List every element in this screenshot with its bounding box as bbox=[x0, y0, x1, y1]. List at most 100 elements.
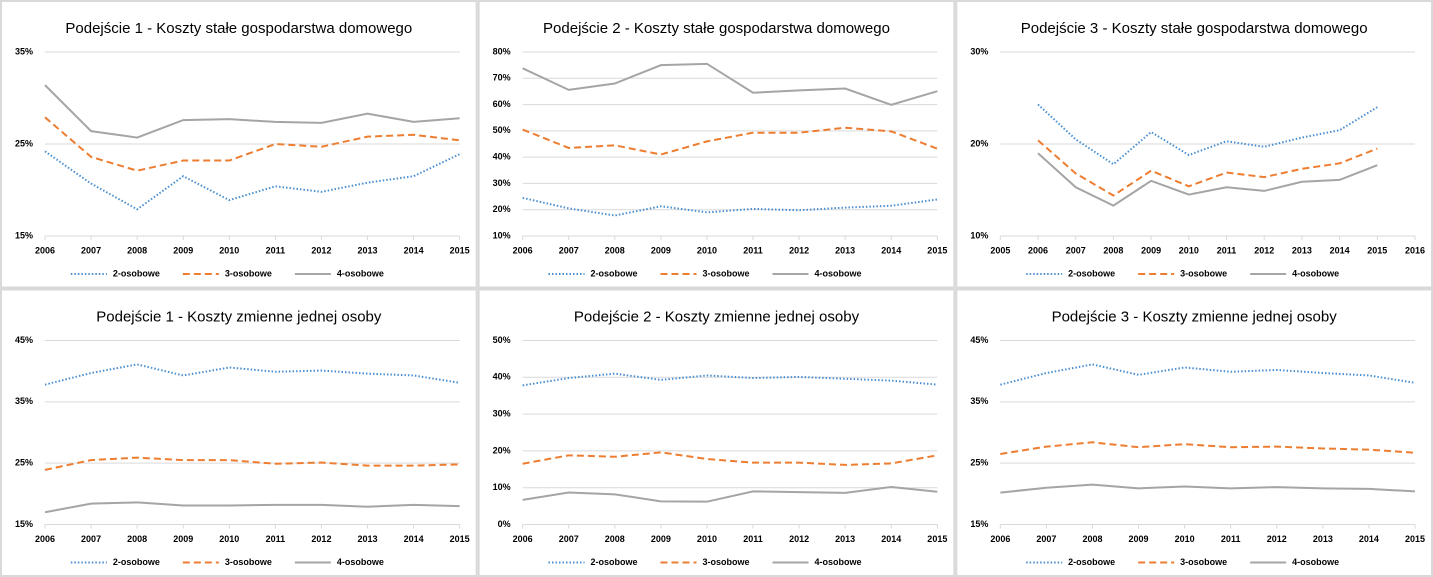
data-line bbox=[522, 196, 938, 217]
panel-border bbox=[0, 288, 478, 577]
x-tick-label: 2006 bbox=[35, 534, 55, 544]
chart-title: Podejście 1 - Koszty zmienne jednej osob… bbox=[96, 308, 382, 325]
data-line bbox=[1037, 139, 1378, 197]
data-line bbox=[522, 126, 938, 156]
legend-label: 4-osobowe bbox=[337, 557, 384, 567]
legend-label: 3-osobowe bbox=[1180, 557, 1227, 567]
x-tick-label: 2009 bbox=[651, 245, 671, 255]
y-tick-label: 0% bbox=[498, 519, 511, 529]
y-tick-label: 15% bbox=[970, 519, 988, 529]
legend-label: 2-osobowe bbox=[1068, 557, 1115, 567]
legend-label: 4-osobowe bbox=[815, 268, 862, 278]
data-line bbox=[44, 456, 460, 471]
data-line bbox=[1000, 483, 1416, 494]
x-tick-label: 2009 bbox=[1141, 245, 1161, 255]
x-tick-label: 2008 bbox=[1103, 245, 1123, 255]
x-tick-label: 2006 bbox=[1028, 245, 1048, 255]
x-tick-label: 2010 bbox=[219, 245, 239, 255]
x-tick-label: 2007 bbox=[559, 245, 579, 255]
data-line bbox=[522, 62, 938, 106]
data-line bbox=[1037, 103, 1378, 166]
data-line bbox=[522, 451, 938, 466]
legend-label: 3-osobowe bbox=[703, 268, 750, 278]
y-tick-label: 20% bbox=[970, 138, 988, 148]
y-tick-label: 10% bbox=[493, 482, 511, 492]
legend-label: 2-osobowe bbox=[1068, 268, 1115, 278]
legend-label: 4-osobowe bbox=[815, 557, 862, 567]
x-tick-label: 2013 bbox=[835, 245, 855, 255]
x-tick-label: 2009 bbox=[651, 534, 671, 544]
y-tick-label: 15% bbox=[15, 230, 33, 240]
y-tick-label: 35% bbox=[970, 396, 988, 406]
y-tick-label: 60% bbox=[493, 99, 511, 109]
chart-panel: Podejście 3 - Koszty stałe gospodarstwa … bbox=[955, 0, 1433, 289]
legend-label: 3-osobowe bbox=[225, 268, 272, 278]
x-tick-label: 2014 bbox=[404, 245, 424, 255]
x-tick-label: 2011 bbox=[743, 534, 763, 544]
x-tick-label: 2006 bbox=[513, 245, 533, 255]
x-tick-label: 2015 bbox=[1367, 245, 1387, 255]
y-tick-label: 25% bbox=[15, 458, 33, 468]
data-line bbox=[1000, 363, 1416, 386]
legend-label: 2-osobowe bbox=[113, 268, 160, 278]
x-tick-label: 2011 bbox=[266, 534, 286, 544]
x-tick-label: 2006 bbox=[513, 534, 533, 544]
x-tick-label: 2009 bbox=[1129, 534, 1149, 544]
x-tick-label: 2015 bbox=[1405, 534, 1425, 544]
y-tick-label: 40% bbox=[493, 372, 511, 382]
x-tick-label: 2011 bbox=[266, 245, 286, 255]
x-tick-label: 2014 bbox=[881, 245, 901, 255]
legend-label: 4-osobowe bbox=[1292, 557, 1339, 567]
chart-panel: Podejście 2 - Koszty stałe gospodarstwa … bbox=[477, 0, 956, 289]
x-tick-label: 2007 bbox=[559, 534, 579, 544]
legend-label: 4-osobowe bbox=[337, 268, 384, 278]
y-tick-label: 35% bbox=[15, 46, 33, 56]
panel-border bbox=[477, 288, 956, 577]
legend-label: 3-osobowe bbox=[1180, 268, 1227, 278]
x-tick-label: 2016 bbox=[1405, 245, 1425, 255]
x-tick-label: 2010 bbox=[697, 245, 717, 255]
x-tick-label: 2006 bbox=[990, 534, 1010, 544]
y-tick-label: 10% bbox=[493, 230, 511, 240]
x-tick-label: 2012 bbox=[311, 534, 331, 544]
legend-label: 2-osobowe bbox=[591, 557, 638, 567]
y-tick-label: 20% bbox=[493, 204, 511, 214]
x-tick-label: 2015 bbox=[450, 245, 470, 255]
x-tick-label: 2013 bbox=[1313, 534, 1333, 544]
y-tick-label: 30% bbox=[493, 178, 511, 188]
y-tick-label: 35% bbox=[15, 396, 33, 406]
x-tick-label: 2015 bbox=[450, 534, 470, 544]
x-tick-label: 2011 bbox=[1221, 534, 1241, 544]
x-tick-label: 2013 bbox=[1292, 245, 1312, 255]
y-tick-label: 30% bbox=[493, 408, 511, 418]
x-tick-label: 2010 bbox=[697, 534, 717, 544]
data-line bbox=[44, 150, 461, 211]
x-tick-label: 2010 bbox=[1175, 534, 1195, 544]
data-line bbox=[522, 372, 938, 387]
x-tick-label: 2012 bbox=[311, 245, 331, 255]
panel-border bbox=[955, 288, 1433, 577]
x-tick-label: 2014 bbox=[404, 534, 424, 544]
y-tick-label: 10% bbox=[970, 230, 988, 240]
x-tick-label: 2013 bbox=[358, 534, 378, 544]
chart-title: Podejście 1 - Koszty stałe gospodarstwa … bbox=[65, 20, 412, 37]
y-tick-label: 20% bbox=[493, 445, 511, 455]
y-tick-label: 70% bbox=[493, 73, 511, 83]
x-tick-label: 2012 bbox=[1254, 245, 1274, 255]
data-line bbox=[44, 116, 460, 172]
x-tick-label: 2014 bbox=[1330, 245, 1350, 255]
y-tick-label: 80% bbox=[493, 46, 511, 56]
x-tick-label: 2013 bbox=[835, 534, 855, 544]
x-tick-label: 2008 bbox=[127, 534, 147, 544]
x-tick-label: 2005 bbox=[990, 245, 1010, 255]
chart-title: Podejście 3 - Koszty zmienne jednej osob… bbox=[1052, 308, 1338, 325]
y-tick-label: 25% bbox=[15, 138, 33, 148]
chart-title: Podejście 2 - Koszty stałe gospodarstwa … bbox=[543, 20, 890, 37]
x-tick-label: 2008 bbox=[605, 534, 625, 544]
x-tick-label: 2008 bbox=[605, 245, 625, 255]
x-tick-label: 2007 bbox=[1066, 245, 1086, 255]
x-tick-label: 2009 bbox=[173, 245, 193, 255]
x-tick-label: 2015 bbox=[927, 245, 947, 255]
x-tick-label: 2014 bbox=[881, 534, 901, 544]
